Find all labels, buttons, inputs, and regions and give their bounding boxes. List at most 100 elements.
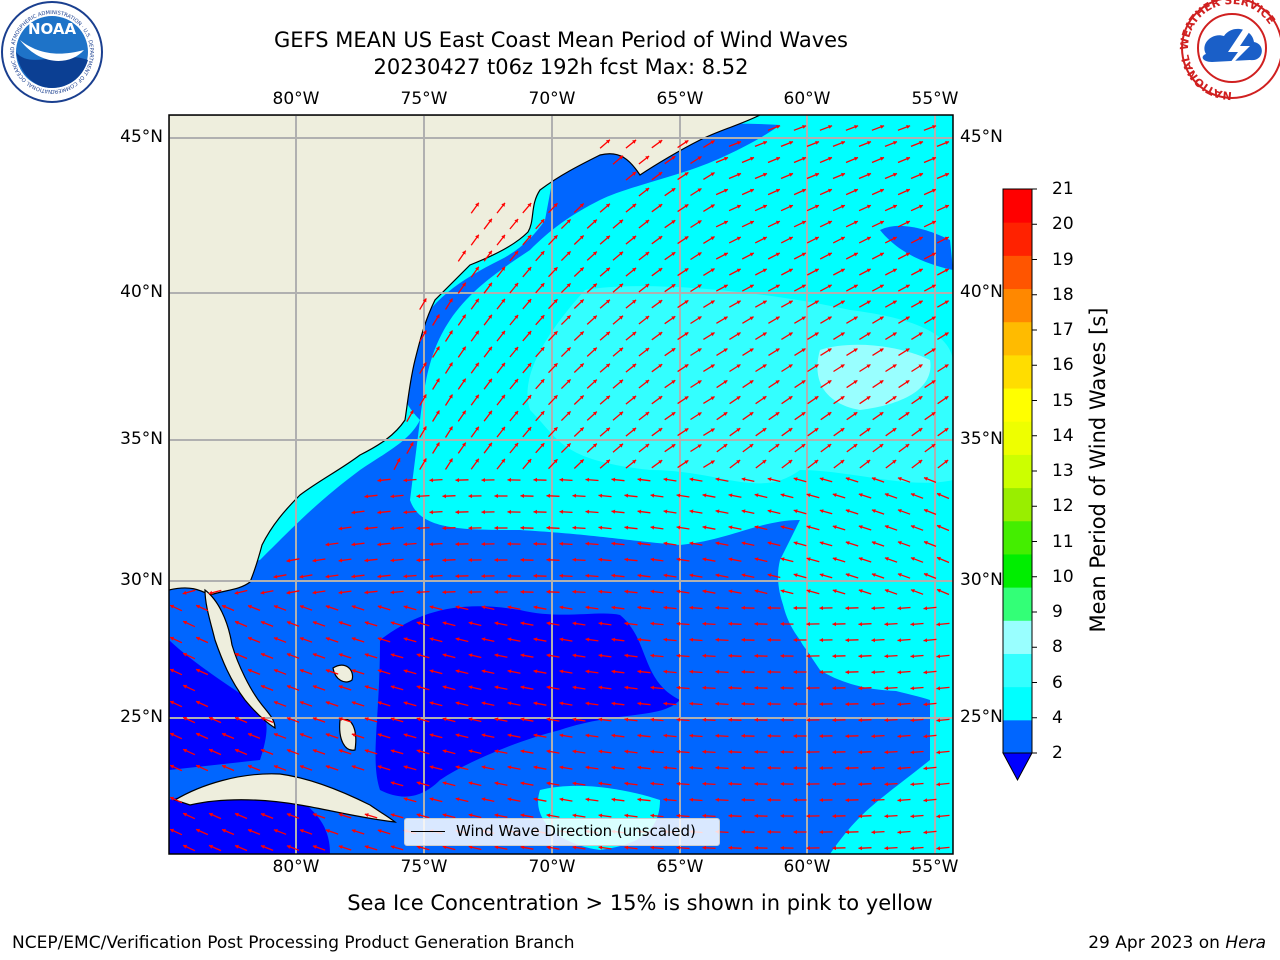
wave-direction-arrowhead xyxy=(762,204,767,209)
wave-direction-arrowhead xyxy=(533,605,538,610)
wave-direction-arrowhead xyxy=(775,284,780,289)
wave-direction-arrowhead xyxy=(435,346,440,351)
wave-direction-arrowhead xyxy=(273,765,278,769)
wave-direction-arrowhead xyxy=(754,845,758,850)
wave-direction-arrowhead xyxy=(728,493,733,498)
wave-direction-arrowhead xyxy=(689,701,694,706)
wave-direction-arrowhead xyxy=(845,606,849,611)
wave-direction-arrowhead xyxy=(442,781,447,786)
wave-direction-arrowhead xyxy=(533,541,537,546)
wave-direction-arrowhead xyxy=(222,828,226,833)
wave-direction-arrowhead xyxy=(645,412,650,416)
wave-direction-arrowhead xyxy=(403,605,408,610)
wave-direction-arrowhead xyxy=(918,236,923,241)
wave-direction-arrowhead xyxy=(832,846,836,851)
wave-direction-arrowhead xyxy=(897,798,902,803)
wave-direction-arrowhead xyxy=(624,781,629,786)
wave-direction-arrowhead xyxy=(520,525,524,530)
wave-direction-arrowhead xyxy=(697,412,702,417)
wave-direction-arrowhead xyxy=(736,300,741,305)
wave-direction-arrowhead xyxy=(806,718,810,723)
colorbar-tick-label: 10 xyxy=(1052,566,1074,587)
wave-direction-arrowhead xyxy=(775,220,780,225)
wave-direction-arrowhead xyxy=(788,204,793,209)
wave-direction-arrowhead xyxy=(507,573,511,578)
wave-direction-arrowhead xyxy=(663,765,668,770)
wave-direction-arrowhead xyxy=(488,346,492,351)
wave-direction-arrowhead xyxy=(658,300,663,304)
wave-direction-arrowhead xyxy=(723,412,728,416)
wave-direction-arrowhead xyxy=(435,314,440,319)
gridlines xyxy=(169,115,953,854)
wave-direction-arrowhead xyxy=(728,589,733,594)
wave-direction-arrowhead xyxy=(866,460,871,464)
wave-direction-arrowhead xyxy=(762,460,767,464)
wave-direction-arrowhead xyxy=(592,347,597,352)
wave-direction-arrowhead xyxy=(931,252,936,257)
wave-direction-arrowhead xyxy=(923,734,928,739)
nws-logo: NATIONAL WEATHER SERVICE xyxy=(1178,0,1280,102)
wave-direction-arrowhead xyxy=(598,525,603,530)
wave-direction-arrowhead xyxy=(527,331,532,335)
wave-direction-arrowhead xyxy=(442,590,446,595)
wave-direction-arrowhead xyxy=(897,766,902,771)
wave-direction-arrowhead xyxy=(906,188,910,193)
lat-label-right: 25°N xyxy=(960,707,1003,727)
colorbar-segment xyxy=(1003,421,1032,455)
wave-direction-arrowhead xyxy=(183,652,188,657)
wave-direction-arrowhead xyxy=(598,749,603,754)
lat-label-left: 45°N xyxy=(120,127,163,147)
wave-direction-arrowhead xyxy=(832,557,837,562)
wave-direction-arrowhead xyxy=(170,700,175,705)
wave-direction-arrowhead xyxy=(866,268,871,273)
wave-direction-arrowhead xyxy=(663,509,668,514)
wave-direction-arrowhead xyxy=(710,396,715,401)
wave-direction-arrowhead xyxy=(196,668,200,673)
wave-direction-arrowhead xyxy=(832,654,836,659)
wave-direction-arrowhead xyxy=(853,284,858,289)
wave-direction-arrowhead xyxy=(910,493,915,497)
wave-direction-arrowhead xyxy=(494,717,499,722)
wave-direction-arrowhead xyxy=(429,701,434,706)
wave-direction-arrowhead xyxy=(377,542,382,547)
wave-direction-arrowhead xyxy=(871,798,875,803)
wave-direction-arrowhead xyxy=(676,845,681,850)
wave-direction-arrowhead xyxy=(676,685,681,690)
wave-direction-arrowhead xyxy=(462,346,466,351)
wave-direction-arrowhead xyxy=(853,412,858,416)
wave-direction-arrowhead xyxy=(572,685,577,690)
wave-direction-arrowhead xyxy=(645,220,650,224)
wave-direction-arrowhead xyxy=(196,700,200,705)
colorbar-tick-label: 14 xyxy=(1052,425,1074,446)
wave-direction-arrowhead xyxy=(501,298,505,303)
wave-direction-arrowhead xyxy=(944,364,949,369)
wave-direction-arrowhead xyxy=(892,268,897,273)
wave-direction-arrowhead xyxy=(937,556,941,561)
wave-direction-arrowhead xyxy=(183,684,188,689)
wave-direction-arrowhead xyxy=(793,477,798,482)
wave-direction-arrowhead xyxy=(884,525,889,529)
wave-direction-arrowhead xyxy=(897,670,902,675)
wave-direction-arrowhead xyxy=(802,125,807,129)
wave-direction-arrowhead xyxy=(944,204,949,209)
wave-direction-arrowhead xyxy=(806,589,811,594)
wave-direction-arrowhead xyxy=(741,541,746,546)
lat-label-left: 30°N xyxy=(120,570,163,590)
wave-direction-arrowhead xyxy=(749,252,754,257)
wave-direction-arrowhead xyxy=(312,685,317,689)
wave-direction-arrowhead xyxy=(579,395,584,400)
wave-direction-arrowhead xyxy=(546,845,551,850)
wave-direction-arrowhead xyxy=(866,396,871,400)
wave-direction-arrowhead xyxy=(944,460,949,464)
lon-label-bottom: 75°W xyxy=(400,857,448,877)
wave-direction-arrowhead xyxy=(892,204,897,209)
wave-direction-arrowhead xyxy=(840,332,845,337)
chart-subtitle: 20230427 t06z 192h fcst Max: 8.52 xyxy=(373,55,749,79)
wave-direction-arrowhead xyxy=(585,509,590,514)
wave-direction-arrowhead xyxy=(832,686,836,691)
wave-direction-arrowhead xyxy=(858,622,862,627)
wave-direction-arrowhead xyxy=(676,653,681,658)
wave-direction-arrowhead xyxy=(442,685,447,690)
wave-direction-arrowhead xyxy=(754,557,759,562)
wave-direction-arrowhead xyxy=(866,204,871,209)
